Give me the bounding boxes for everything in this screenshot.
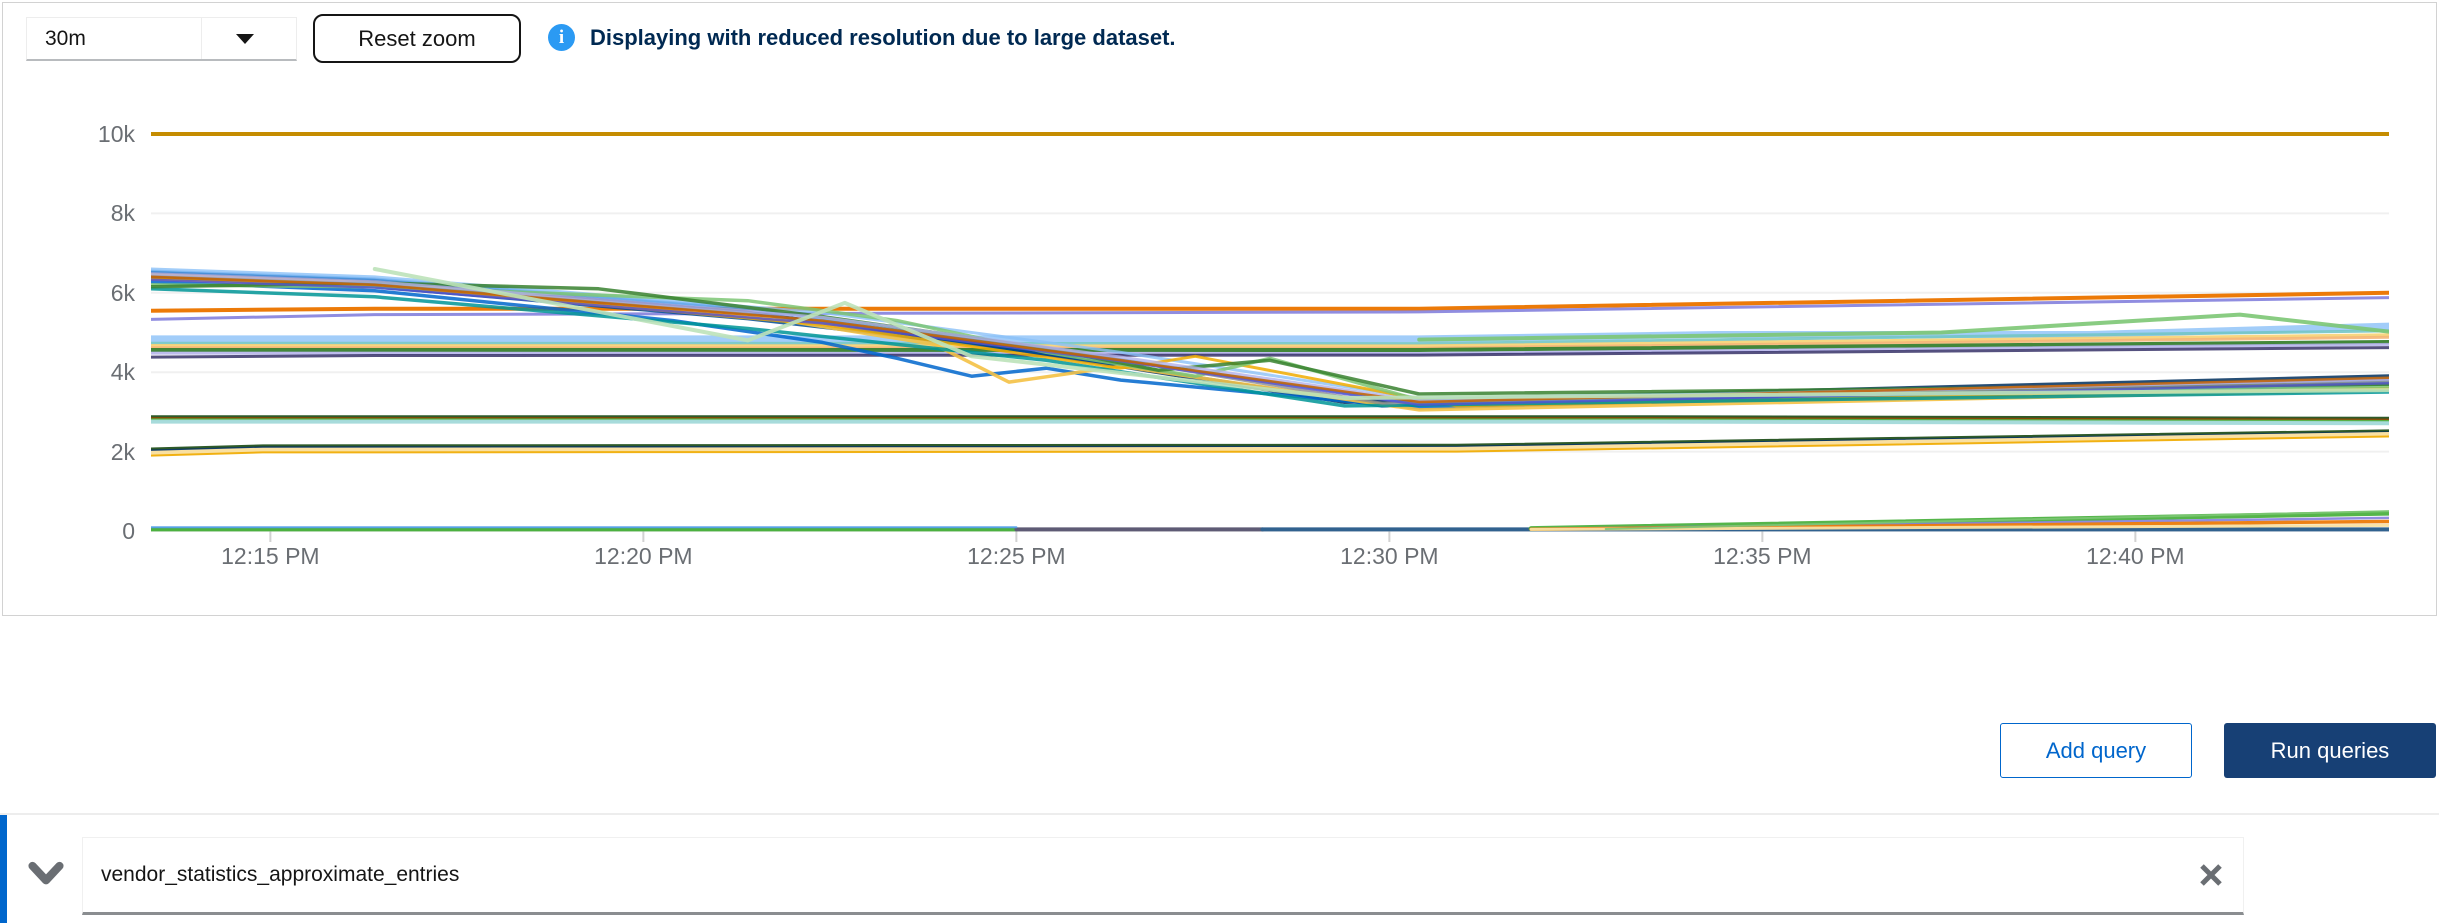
chart-series-line (372, 267, 2389, 400)
chart-series-line (151, 415, 2389, 420)
add-query-button[interactable]: Add query (2000, 723, 2192, 778)
chart-series-line (151, 429, 2389, 451)
chart-series-line (151, 418, 2389, 422)
chart-series-line (151, 346, 2389, 359)
chart-series-line (151, 329, 2389, 346)
chart-series-line (151, 278, 2389, 407)
reduced-resolution-message: Displaying with reduced resolution due t… (590, 24, 1176, 50)
chart-series-line (151, 435, 2389, 457)
select-divider (201, 18, 202, 59)
x-axis-label: 12:15 PM (221, 543, 320, 569)
x-axis-label: 12:35 PM (1713, 543, 1812, 569)
chart-series-line (151, 290, 2389, 313)
chart-series-line (151, 333, 2389, 349)
chart-series-line (151, 340, 2389, 352)
metrics-chart[interactable] (151, 103, 2389, 548)
chart-series-line (1604, 510, 2389, 530)
reset-zoom-button[interactable]: Reset zoom (313, 14, 521, 63)
chevron-down-icon (28, 861, 64, 885)
y-axis-label: 10k (97, 121, 135, 147)
timespan-selected-value: 30m (45, 26, 86, 50)
chart-series-line (151, 342, 2389, 355)
chart-series-line (1529, 523, 2389, 531)
close-icon (2200, 864, 2222, 886)
chart-series-line (151, 296, 2389, 321)
chart-panel: 30m Reset zoom i Displaying with reduced… (2, 2, 2437, 616)
x-axis-label: 12:20 PM (594, 543, 693, 569)
caret-down-icon (236, 33, 254, 44)
query-row: ✓ (0, 813, 2439, 923)
info-alert: i Displaying with reduced resolution due… (548, 24, 1176, 51)
y-axis-label: 8k (110, 200, 135, 227)
query-expression-input[interactable] (83, 863, 2179, 887)
y-axis-label: 6k (110, 279, 135, 306)
y-axis-label: 2k (110, 438, 135, 465)
x-axis-label: 12:40 PM (2086, 543, 2185, 569)
timespan-select[interactable]: 30m (26, 17, 297, 61)
query-expand-toggle[interactable] (22, 850, 70, 898)
query-accent-bar (0, 815, 7, 923)
chart-series-line (151, 419, 2389, 426)
y-axis-label: 4k (110, 359, 135, 386)
chart-series-line (1417, 312, 2389, 342)
x-axis-label: 12:25 PM (967, 543, 1066, 569)
run-queries-button[interactable]: Run queries (2224, 723, 2436, 778)
x-axis-label: 12:30 PM (1340, 543, 1439, 569)
y-axis-label: 0 (122, 518, 135, 544)
chart-series-line (151, 432, 2389, 456)
chart-series-line (151, 417, 2389, 421)
query-expression-field (82, 837, 2244, 915)
clear-query-button[interactable] (2179, 838, 2243, 912)
info-icon: i (548, 24, 575, 51)
chart-series-line (151, 322, 2389, 343)
